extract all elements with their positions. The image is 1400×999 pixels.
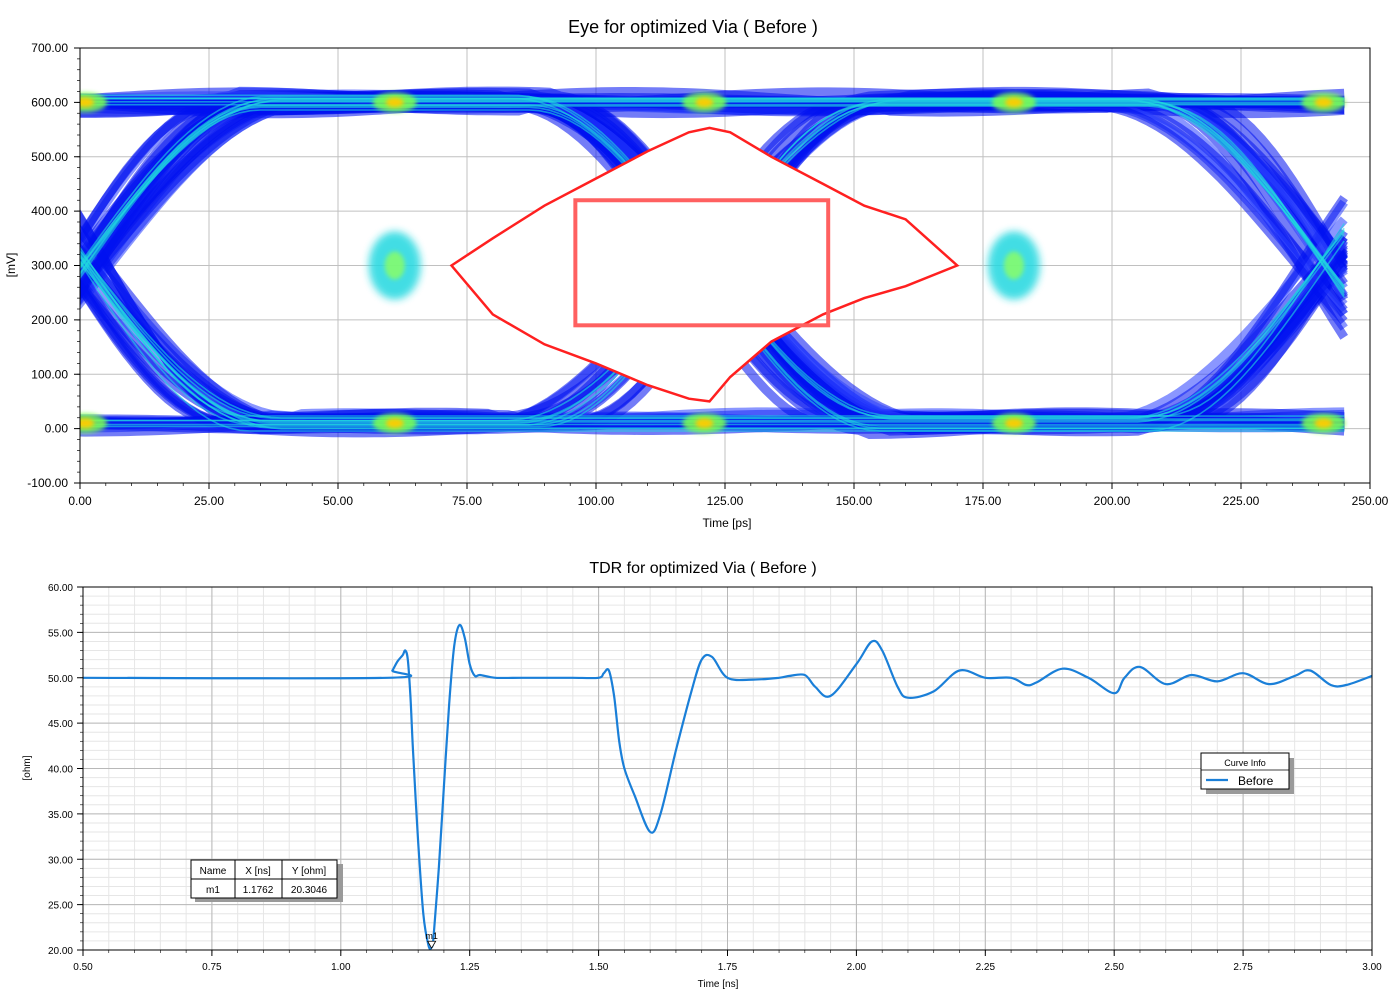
marker-table-header-x: X [ns] <box>245 866 271 877</box>
eye-chart: Eye for optimized Via ( Before ) 0.00 25.… <box>4 17 1389 530</box>
tdr-x-tick-label: 1.25 <box>460 962 480 973</box>
tdr-chart: TDR for optimized Via ( Before ) m1 0.50… <box>22 560 1382 990</box>
eye-x-tick-label: 100.00 <box>578 494 615 508</box>
eye-x-tick-label: 75.00 <box>452 494 482 508</box>
tdr-x-tick-label: 3.00 <box>1362 962 1382 973</box>
tdr-x-tick-label: 1.75 <box>718 962 738 973</box>
tdr-x-tick-label: 1.50 <box>589 962 609 973</box>
legend-title: Curve Info <box>1224 758 1266 768</box>
eye-rail-core <box>1005 97 1023 107</box>
eye-x-tick-label: 225.00 <box>1223 494 1260 508</box>
tdr-y-tick-label: 55.00 <box>48 628 73 639</box>
eye-x-tick-label: 200.00 <box>1094 494 1131 508</box>
tdr-x-tick-label: 2.50 <box>1104 962 1124 973</box>
tdr-y-tick-label: 50.00 <box>48 674 73 685</box>
eye-x-tick-label: 250.00 <box>1352 494 1389 508</box>
eye-y-tick-label: 700.00 <box>31 41 68 55</box>
tdr-y-tick-label: 35.00 <box>48 810 73 821</box>
legend-entry-before: Before <box>1238 774 1274 788</box>
tdr-x-tick-label: 2.25 <box>976 962 996 973</box>
tdr-x-tick-label: 0.50 <box>73 962 93 973</box>
marker-table[interactable]: Name X [ns] Y [ohm] m1 1.1762 20.3046 <box>191 860 343 902</box>
eye-rail-core <box>695 418 713 428</box>
marker-table-cell-y: 20.3046 <box>291 885 328 896</box>
eye-x-tick-label: 25.00 <box>194 494 224 508</box>
eye-x-tick-label: 125.00 <box>707 494 744 508</box>
tdr-y-tick-label: 30.00 <box>48 855 73 866</box>
tdr-x-tick-label: 2.00 <box>847 962 867 973</box>
eye-crossing-core <box>385 252 405 280</box>
tdr-y-tick-label: 60.00 <box>48 583 73 594</box>
tdr-x-tick-label: 2.75 <box>1233 962 1253 973</box>
eye-chart-title: Eye for optimized Via ( Before ) <box>568 17 818 37</box>
eye-x-tick-label: 175.00 <box>965 494 1002 508</box>
eye-crossing-core <box>1004 252 1024 280</box>
eye-rail-core <box>386 418 404 428</box>
tdr-y-tick-label: 45.00 <box>48 719 73 730</box>
tdr-y-tick-label: 25.00 <box>48 901 73 912</box>
eye-rail-core <box>386 97 404 107</box>
tdr-chart-title: TDR for optimized Via ( Before ) <box>589 560 816 577</box>
marker-table-header-y: Y [ohm] <box>292 866 326 877</box>
tdr-x-tick-label: 0.75 <box>202 962 222 973</box>
eye-y-tick-label: 300.00 <box>31 259 68 273</box>
tdr-legend[interactable]: Curve Info Before <box>1201 753 1294 794</box>
eye-x-axis-label: Time [ps] <box>703 516 752 530</box>
eye-y-axis-label: [mV] <box>4 253 18 278</box>
tdr-y-tick-label: 40.00 <box>48 765 73 776</box>
tdr-y-tick-label: 20.00 <box>48 946 73 957</box>
eye-y-tick-label: 500.00 <box>31 150 68 164</box>
tdr-x-tick-label: 1.00 <box>331 962 351 973</box>
eye-y-tick-label: 600.00 <box>31 95 68 109</box>
eye-rail-core <box>1315 97 1333 107</box>
eye-rail-core <box>1005 418 1023 428</box>
eye-y-tick-label: 200.00 <box>31 313 68 327</box>
eye-x-tick-label: 0.00 <box>68 494 92 508</box>
marker-table-cell-x: 1.1762 <box>243 885 274 896</box>
eye-y-tick-label: 100.00 <box>31 367 68 381</box>
marker-m1-label: m1 <box>425 931 438 941</box>
eye-y-tick-label: 400.00 <box>31 204 68 218</box>
eye-rail-core <box>76 418 94 428</box>
eye-y-tick-label: 0.00 <box>45 422 69 436</box>
marker-table-cell-name: m1 <box>206 885 220 896</box>
eye-rail-core <box>1315 418 1333 428</box>
eye-x-tick-label: 50.00 <box>323 494 353 508</box>
tdr-x-axis-label: Time [ns] <box>698 979 739 990</box>
eye-y-tick-label: -100.00 <box>27 476 68 490</box>
marker-table-header-name: Name <box>200 866 227 877</box>
eye-rail-core <box>695 97 713 107</box>
eye-x-tick-label: 150.00 <box>836 494 873 508</box>
tdr-y-axis-label: [ohm] <box>22 755 33 780</box>
